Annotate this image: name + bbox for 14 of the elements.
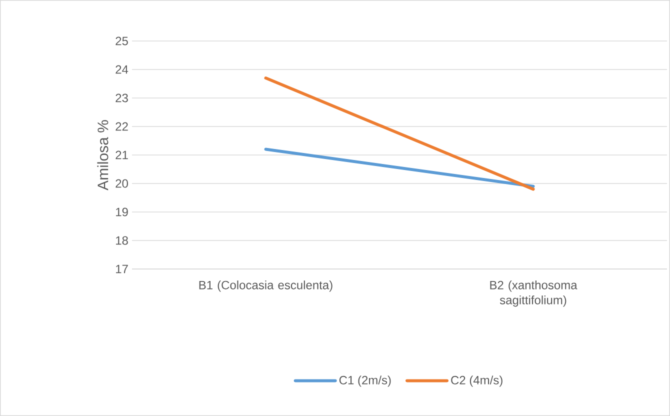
y-tick-label: 20: [116, 179, 128, 188]
y-tick-label: 17: [116, 264, 128, 274]
y-tick-label: 23: [116, 94, 128, 102]
y-axis-title: Amilosa %: [97, 120, 108, 190]
y-tick-label: 25: [116, 36, 128, 46]
y-tick-label: 19: [116, 208, 128, 216]
y-tick-label: 24: [116, 65, 128, 74]
y-tick-label: 18: [116, 236, 128, 245]
x-tick-label: B2 (xanthosoma sagittifolium): [490, 280, 578, 307]
legend-label: C2 (4m/s): [451, 376, 502, 387]
x-tick-label: B1 (Colocasia esculenta): [199, 280, 332, 292]
y-tick-label: 22: [116, 122, 128, 131]
legend-label: C1 (2m/s): [339, 376, 391, 387]
y-tick-label: 21: [116, 150, 128, 160]
